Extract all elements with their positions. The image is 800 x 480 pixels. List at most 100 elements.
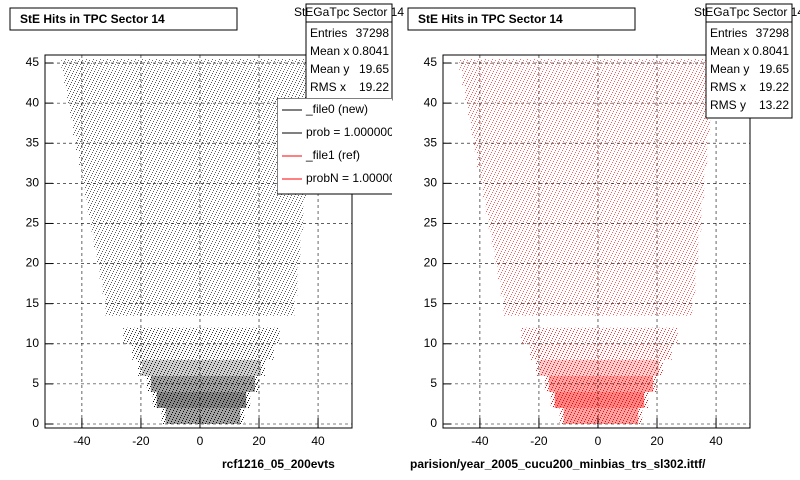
hit-band xyxy=(535,359,663,376)
hit-band xyxy=(152,391,251,408)
y-tick-label: 40 xyxy=(26,95,40,109)
stats-key: RMS x xyxy=(310,80,346,94)
legend-label: prob = 1.000000 xyxy=(306,125,394,139)
stats-value: 37298 xyxy=(356,26,390,40)
hit-band xyxy=(137,359,265,376)
stats-value: 19.22 xyxy=(359,80,389,94)
hit-band xyxy=(459,59,717,72)
x-tick-label: 20 xyxy=(650,434,664,448)
y-tick-label: 45 xyxy=(424,55,438,69)
hit-band xyxy=(465,87,714,104)
stats-value: 0.8041 xyxy=(752,44,789,58)
stats-key: Mean x xyxy=(710,44,749,58)
hit-band xyxy=(99,263,298,280)
hit-band-dense xyxy=(554,391,645,408)
y-tick-label: 5 xyxy=(32,376,39,390)
hit-band xyxy=(73,119,313,136)
hit-band xyxy=(476,151,708,168)
y-tick-label: 40 xyxy=(424,95,438,109)
stats-key: RMS y xyxy=(710,98,746,112)
y-tick-label: 0 xyxy=(430,416,437,430)
hit-band xyxy=(485,199,702,216)
y-tick-label: 10 xyxy=(26,336,40,350)
y-tick-label: 20 xyxy=(26,256,40,270)
y-tick-label: 35 xyxy=(26,135,40,149)
stats-key: RMS x xyxy=(710,80,746,94)
legend-label: _file1 (ref) xyxy=(305,148,360,162)
y-tick-label: 25 xyxy=(26,216,40,230)
stats-key: Entries xyxy=(310,26,347,40)
y-tick-label: 30 xyxy=(26,176,40,190)
y-tick-label: 25 xyxy=(424,216,438,230)
x-axis-label: parision/year_2005_cucu200_minbias_trs_s… xyxy=(410,457,706,471)
stats-key: Mean x xyxy=(310,44,349,58)
hit-band xyxy=(78,151,310,168)
hit-band xyxy=(530,343,672,360)
hit-band xyxy=(521,327,678,344)
x-tick-label: 40 xyxy=(311,434,325,448)
hit-band xyxy=(503,295,693,316)
hit-band xyxy=(81,167,307,184)
y-tick-label: 5 xyxy=(430,376,437,390)
hit-band xyxy=(471,119,711,136)
stats-value: 19.65 xyxy=(359,62,389,76)
x-tick-label: 0 xyxy=(197,434,204,448)
y-tick-label: 10 xyxy=(424,336,438,350)
chart-title: StE Hits in TPC Sector 14 xyxy=(418,12,563,26)
hit-band xyxy=(84,183,307,200)
hit-band-dense xyxy=(165,407,241,424)
hit-band xyxy=(87,199,304,216)
title-box xyxy=(9,7,238,31)
stats-title: StEGaTpc Sector 14 xyxy=(294,5,404,19)
stats-title: StEGaTpc Sector 14 xyxy=(694,5,800,19)
hit-band-dense xyxy=(539,359,659,376)
hit-band-dense xyxy=(534,344,668,360)
hit-band xyxy=(61,59,319,72)
stats-value: 0.8041 xyxy=(352,44,389,58)
hit-band xyxy=(497,263,696,280)
x-tick-label: -40 xyxy=(73,434,91,448)
stats-value: 19.65 xyxy=(759,62,789,76)
hit-band xyxy=(105,295,295,316)
hit-band xyxy=(494,247,699,264)
hit-band xyxy=(132,343,274,360)
hit-band xyxy=(161,407,245,424)
hit-band xyxy=(482,183,705,200)
hit-band xyxy=(468,103,711,120)
y-tick-label: 15 xyxy=(424,296,438,310)
x-tick-label: -40 xyxy=(471,434,489,448)
hit-band xyxy=(64,71,316,88)
stats-value: 19.22 xyxy=(759,80,789,94)
stats-value: 13.22 xyxy=(759,98,789,112)
y-tick-label: 30 xyxy=(424,176,438,190)
hit-band xyxy=(67,87,316,104)
hit-band xyxy=(462,71,714,88)
legend-label: _file0 (new) xyxy=(305,102,368,116)
x-axis-label: rcf1216_05_200evts xyxy=(222,457,335,471)
y-tick-label: 15 xyxy=(26,296,40,310)
chart-title: StE Hits in TPC Sector 14 xyxy=(20,12,165,26)
hit-band-dense xyxy=(141,359,261,376)
hit-band xyxy=(479,167,705,184)
legend-box xyxy=(277,98,392,195)
x-tick-label: 40 xyxy=(709,434,723,448)
hit-band-dense xyxy=(136,344,270,360)
hit-band-dense xyxy=(563,407,639,424)
y-tick-label: 20 xyxy=(424,256,438,270)
hit-band xyxy=(550,391,649,408)
hit-band xyxy=(93,231,301,248)
stats-key: Mean y xyxy=(310,62,349,76)
stats-key: Entries xyxy=(710,26,747,40)
hit-band xyxy=(491,231,699,248)
hit-band xyxy=(102,279,298,296)
x-tick-label: -20 xyxy=(530,434,548,448)
x-tick-label: -20 xyxy=(132,434,150,448)
hit-band xyxy=(75,135,310,152)
legend-label: probN = 1.00000 xyxy=(306,171,396,185)
hit-band-dense xyxy=(156,391,247,408)
hit-band xyxy=(70,103,313,120)
x-tick-label: 20 xyxy=(252,434,266,448)
y-tick-label: 35 xyxy=(424,135,438,149)
stats-value: 37298 xyxy=(756,26,790,40)
